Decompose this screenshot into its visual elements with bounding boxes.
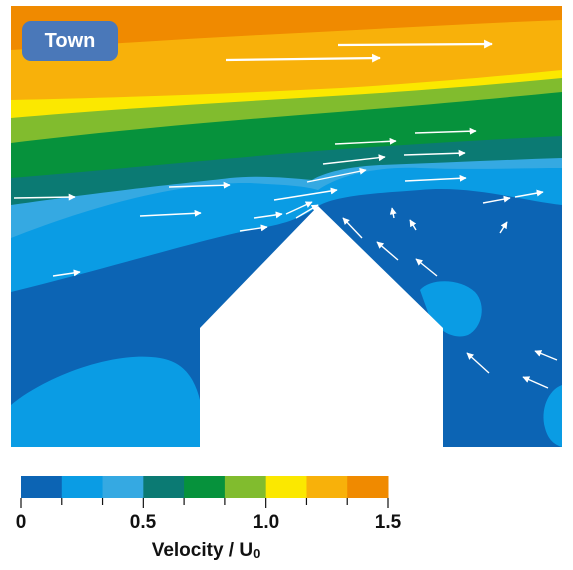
colorbar-title-subscript: 0	[253, 546, 261, 561]
arrow	[273, 187, 338, 201]
arrow	[253, 211, 283, 219]
colorbar-cell	[265, 476, 307, 498]
colorbar-cell	[306, 476, 348, 498]
arrow	[334, 137, 397, 145]
arrow	[139, 209, 202, 217]
town-label: Town	[22, 21, 118, 61]
velocity-field	[11, 6, 562, 447]
arrow	[342, 217, 363, 239]
tick-label-1-0: 1.0	[252, 512, 280, 533]
arrow	[482, 195, 511, 204]
arrow	[376, 241, 399, 261]
colorbar-cell	[224, 476, 267, 498]
arrow	[534, 350, 558, 361]
arrow	[306, 167, 367, 183]
arrow	[403, 149, 466, 157]
arrow	[285, 201, 313, 215]
arrow	[466, 352, 490, 374]
velocity-arrows	[13, 39, 558, 389]
building	[200, 206, 443, 447]
colorbar-ticks	[20, 498, 389, 508]
region-v8	[11, 6, 562, 50]
arrow	[13, 193, 76, 201]
arrow	[295, 204, 319, 219]
colorbar-cell	[143, 476, 185, 498]
arrow	[514, 189, 544, 198]
colorbar-cells	[21, 476, 389, 498]
colorbar-title: Velocity / U0	[152, 540, 261, 562]
arrow	[168, 181, 231, 189]
tick-label-0-5: 0.5	[129, 512, 157, 533]
arrow	[389, 207, 397, 219]
colorbar-cell	[347, 476, 389, 498]
pocket-left	[11, 356, 200, 447]
arrow	[337, 39, 493, 49]
colorbar-cell	[184, 476, 226, 498]
colorbar-cell	[21, 476, 63, 498]
tick-label-1-5: 1.5	[374, 512, 402, 533]
arrow	[239, 224, 268, 232]
arrow	[409, 219, 417, 231]
arrow	[499, 221, 508, 234]
arrow	[322, 154, 386, 165]
arrow	[225, 53, 381, 63]
arrow	[522, 376, 549, 389]
arrow	[52, 269, 81, 277]
arrow	[415, 258, 438, 277]
arrow	[404, 174, 467, 182]
colorbar-cell	[102, 476, 144, 498]
arrow	[414, 127, 477, 135]
colorbar-cell	[61, 476, 104, 498]
pocket-right-edge	[543, 385, 562, 447]
tick-label-0: 0	[15, 512, 27, 533]
colorbar-title-text: Velocity / U	[151, 540, 254, 561]
